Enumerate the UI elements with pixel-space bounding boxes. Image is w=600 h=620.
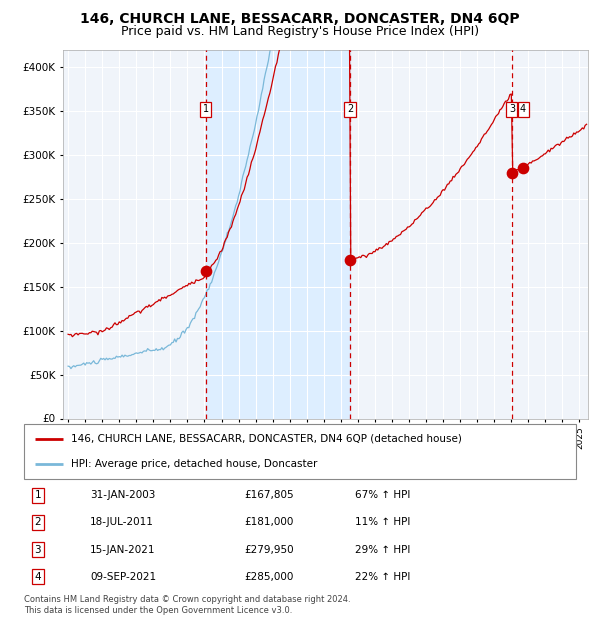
- Text: 4: 4: [520, 104, 526, 114]
- Text: 2: 2: [34, 518, 41, 528]
- Text: 146, CHURCH LANE, BESSACARR, DONCASTER, DN4 6QP (detached house): 146, CHURCH LANE, BESSACARR, DONCASTER, …: [71, 434, 462, 444]
- Point: [201, 266, 211, 276]
- Text: 31-JAN-2003: 31-JAN-2003: [90, 490, 155, 500]
- Text: £285,000: £285,000: [245, 572, 294, 582]
- Text: £167,805: £167,805: [245, 490, 295, 500]
- Text: HPI: Average price, detached house, Doncaster: HPI: Average price, detached house, Donc…: [71, 459, 317, 469]
- Text: 1: 1: [34, 490, 41, 500]
- Text: 4: 4: [34, 572, 41, 582]
- Text: 2: 2: [347, 104, 353, 114]
- Bar: [206, 50, 350, 419]
- Text: This data is licensed under the Open Government Licence v3.0.: This data is licensed under the Open Gov…: [24, 606, 292, 616]
- Text: 3: 3: [34, 544, 41, 554]
- Text: 09-SEP-2021: 09-SEP-2021: [90, 572, 157, 582]
- Text: Price paid vs. HM Land Registry's House Price Index (HPI): Price paid vs. HM Land Registry's House …: [121, 25, 479, 38]
- Text: 22% ↑ HPI: 22% ↑ HPI: [355, 572, 410, 582]
- Text: 18-JUL-2011: 18-JUL-2011: [90, 518, 154, 528]
- Point: [507, 167, 517, 177]
- Text: 3: 3: [509, 104, 515, 114]
- Text: 11% ↑ HPI: 11% ↑ HPI: [355, 518, 410, 528]
- Point: [518, 163, 528, 173]
- Text: £181,000: £181,000: [245, 518, 294, 528]
- Text: 146, CHURCH LANE, BESSACARR, DONCASTER, DN4 6QP: 146, CHURCH LANE, BESSACARR, DONCASTER, …: [80, 12, 520, 27]
- Text: 1: 1: [203, 104, 209, 114]
- Text: 29% ↑ HPI: 29% ↑ HPI: [355, 544, 410, 554]
- Text: £279,950: £279,950: [245, 544, 295, 554]
- Point: [345, 255, 355, 265]
- Text: 67% ↑ HPI: 67% ↑ HPI: [355, 490, 410, 500]
- Text: 15-JAN-2021: 15-JAN-2021: [90, 544, 156, 554]
- Text: Contains HM Land Registry data © Crown copyright and database right 2024.: Contains HM Land Registry data © Crown c…: [24, 595, 350, 604]
